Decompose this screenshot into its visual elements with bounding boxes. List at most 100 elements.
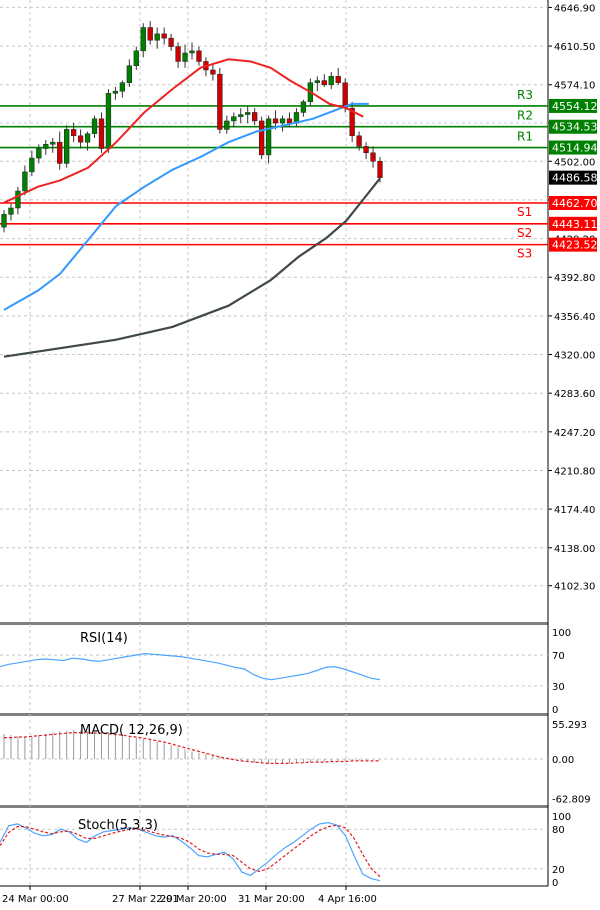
y-tick-label: 4392.80 <box>554 273 595 284</box>
candle <box>349 107 355 137</box>
level-name-s2: S2 <box>517 226 532 240</box>
level-price-box <box>549 98 597 113</box>
stoch-d-line <box>0 824 381 878</box>
candle <box>43 144 49 149</box>
candle <box>22 171 28 192</box>
level-price-label: 4514.94 <box>552 142 598 155</box>
candle <box>133 50 139 66</box>
candle <box>168 37 174 47</box>
level-price-box <box>549 237 597 252</box>
stoch-tick-label: 80 <box>552 825 565 836</box>
stoch-k-line <box>0 821 381 882</box>
level-name-r3: R3 <box>517 88 533 102</box>
level-name-r1: R1 <box>517 130 533 144</box>
candle <box>36 148 42 159</box>
last-price-box <box>549 170 597 185</box>
candle <box>286 118 293 124</box>
candle <box>84 133 91 143</box>
candle <box>50 141 56 145</box>
candle <box>272 118 279 124</box>
rsi-line <box>0 652 381 681</box>
last-price-label: 4486.58 <box>552 172 598 185</box>
candle <box>300 101 307 113</box>
candle <box>70 129 77 137</box>
candle <box>126 65 132 83</box>
candle <box>335 76 341 83</box>
candle <box>77 135 84 143</box>
candle <box>314 80 320 83</box>
y-tick-label: 4356.40 <box>554 312 595 323</box>
macd-signal-line <box>4 732 380 764</box>
level-price-box <box>549 196 597 211</box>
candle <box>279 118 286 124</box>
candle <box>175 46 181 62</box>
candle <box>189 50 195 54</box>
candle <box>245 112 251 115</box>
candle <box>321 80 327 86</box>
level-price-box <box>549 119 597 134</box>
level-price-box <box>549 216 597 231</box>
level-name-s1: S1 <box>517 205 532 219</box>
y-tick-label: 4320.00 <box>554 351 595 362</box>
candle <box>64 129 70 164</box>
y-tick-label: 4247.20 <box>554 428 595 439</box>
candle <box>119 82 126 92</box>
candle <box>105 93 112 149</box>
candle <box>8 207 14 215</box>
level-price-label: 4443.11 <box>552 218 598 231</box>
y-tick-label: 4502.00 <box>554 157 595 168</box>
y-tick-label: 4210.80 <box>554 466 595 477</box>
candle <box>112 90 119 94</box>
y-tick-label: 4283.60 <box>554 389 595 400</box>
stoch-tick-label: 0 <box>552 878 558 889</box>
panel-separator <box>0 713 548 716</box>
candle <box>342 82 348 109</box>
candle <box>231 116 237 122</box>
candle <box>91 118 98 134</box>
candle <box>238 114 244 117</box>
level-price-label: 4423.52 <box>552 239 598 252</box>
macd-title: MACD( 12,26,9) <box>80 723 183 738</box>
level-price-box <box>549 140 597 155</box>
x-tick-label: 24 Mar 00:00 <box>2 894 69 905</box>
ma-medium-line <box>3 102 369 311</box>
y-tick-label: 4574.10 <box>554 81 595 92</box>
level-price-label: 4462.70 <box>552 197 598 210</box>
candle <box>377 161 383 178</box>
candle <box>147 27 153 41</box>
candle <box>356 135 362 147</box>
candle <box>265 118 272 156</box>
rsi-tick-label: 100 <box>552 628 571 639</box>
candle <box>1 214 7 228</box>
candle <box>258 120 265 156</box>
candle <box>182 52 188 62</box>
macd-tick-label: 55.293 <box>552 720 587 731</box>
stoch-tick-label: 20 <box>552 865 565 876</box>
y-tick-label: 4646.90 <box>554 3 595 14</box>
x-tick-label: 4 Apr 16:00 <box>318 894 377 905</box>
candle <box>161 33 167 39</box>
candle <box>363 146 369 154</box>
x-tick-label: 31 Mar 20:00 <box>238 894 305 905</box>
candle <box>154 33 160 41</box>
stoch-title: Stoch(5,3,3) <box>78 818 158 833</box>
candle <box>328 76 334 86</box>
panel-separator <box>0 805 548 808</box>
x-tick-label: 27 Mar 22:01 <box>112 894 179 905</box>
candle <box>224 120 230 130</box>
candle <box>217 73 223 130</box>
candle <box>57 141 63 164</box>
rsi-title: RSI(14) <box>80 631 128 646</box>
rsi-tick-label: 0 <box>552 705 558 716</box>
candle <box>29 157 35 173</box>
candle <box>210 69 216 75</box>
macd-tick-label: 0.00 <box>552 755 574 766</box>
macd-tick-label: -62.809 <box>552 794 591 805</box>
ma-slow-line <box>3 177 381 358</box>
y-tick-label: 4610.50 <box>554 42 595 53</box>
candle <box>98 118 105 149</box>
rsi-tick-label: 70 <box>552 651 565 662</box>
candle <box>252 112 258 122</box>
ma-fast-line <box>3 58 364 204</box>
